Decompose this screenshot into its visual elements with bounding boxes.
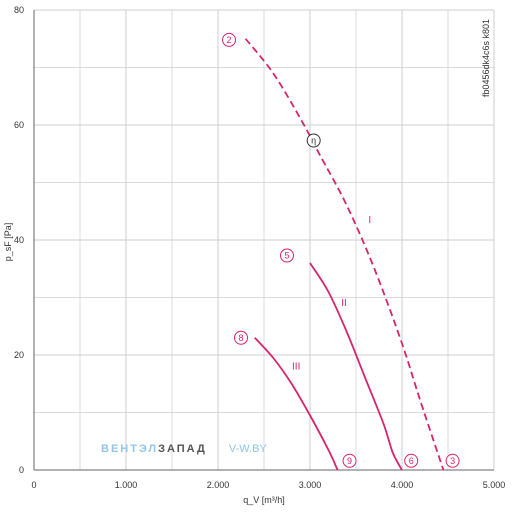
curve-series-II: [309, 262, 403, 471]
point-marker: 6: [404, 453, 419, 468]
marker-circle: [234, 330, 248, 345]
watermark-part1: ВЕНТЭЛ: [101, 443, 158, 455]
y-axis-label: p_sF [Pa]: [3, 223, 13, 262]
marker-label: 2: [227, 35, 232, 45]
curve-series-I: [244, 38, 445, 471]
x-tick-label: 2.000: [207, 480, 230, 490]
x-axis-label: q_V [m³/h]: [243, 495, 285, 505]
marker-label: 8: [238, 333, 243, 343]
x-tick-label: 5.000: [483, 480, 506, 490]
marker-circle: [404, 453, 419, 468]
marker-circle: [342, 453, 357, 468]
series-label: II: [341, 298, 347, 309]
y-tick-label: 60: [14, 120, 24, 130]
marker-circle: [445, 453, 460, 468]
point-marker: 9: [342, 453, 357, 468]
watermark-part2: ЗАПАД: [158, 443, 207, 455]
marker-circle: [222, 32, 237, 47]
point-marker: η: [306, 133, 321, 148]
marker-circle: [280, 248, 294, 263]
point-marker: 8: [234, 330, 248, 345]
marker-label: 9: [347, 456, 352, 466]
watermark: ВЕНТЭЛЗАПАД V-W.BY: [101, 443, 267, 455]
curve-series-III: [254, 337, 339, 471]
x-tick-label: 4.000: [391, 480, 414, 490]
y-tick-label: 40: [14, 235, 24, 245]
point-markers: 2 5 8 9 6 3 η: [222, 32, 460, 468]
y-tick-label: 20: [14, 350, 24, 360]
watermark-url: V-W.BY: [229, 443, 268, 455]
point-marker: 2: [222, 32, 237, 47]
marker-label: 3: [450, 456, 455, 466]
x-tick-label: 0: [31, 480, 36, 490]
marker-label: 6: [409, 456, 414, 466]
series-label: III: [292, 361, 300, 372]
y-tick-label: 0: [19, 465, 24, 475]
series-label: I: [368, 215, 371, 226]
grid: [33, 9, 495, 471]
x-tick-label: 3.000: [299, 480, 322, 490]
marker-circle: [306, 133, 321, 148]
axes: 0 1.000 2.000 3.000 4.000 5.000 0 20 40 60 80: [14, 5, 505, 490]
x-tick-label: 1.000: [115, 480, 138, 490]
point-marker: 3: [445, 453, 460, 468]
chart-code: fb0456dk4c6s k801: [481, 19, 491, 97]
marker-label: η: [311, 136, 316, 146]
marker-label: 5: [284, 251, 289, 261]
curves: [244, 38, 445, 471]
y-tick-label: 80: [14, 5, 24, 15]
point-marker: 5: [280, 248, 294, 263]
